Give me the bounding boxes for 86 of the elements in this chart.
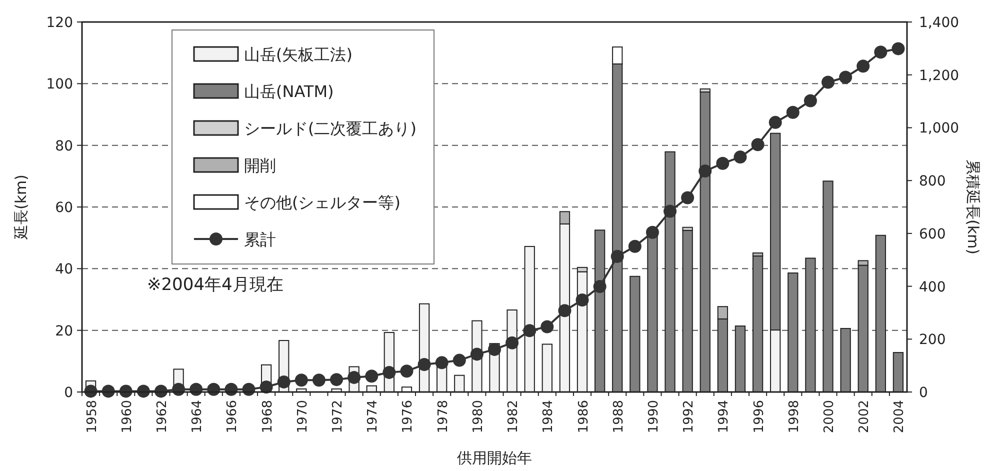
y2-tick-label: 200 <box>919 332 946 348</box>
x-tick-label: 1990 <box>646 400 662 434</box>
legend-label: 山岳(NATM) <box>244 82 334 101</box>
point <box>260 380 273 394</box>
point <box>330 373 344 386</box>
y-tick-label: 80 <box>55 138 73 154</box>
point <box>400 364 414 378</box>
point <box>294 374 308 387</box>
y2-tick-label: 1,000 <box>919 120 960 137</box>
point <box>804 94 817 108</box>
point <box>874 46 888 59</box>
legend-label: その他(シェルター等) <box>244 193 400 212</box>
x-tick-label: 1994 <box>716 400 732 434</box>
x-tick-label: 1992 <box>682 400 697 434</box>
annotation: ※2004年4月現在 <box>147 275 284 295</box>
legend-label: 開削 <box>244 156 276 175</box>
point <box>716 156 730 170</box>
point <box>312 374 326 387</box>
point <box>435 356 448 370</box>
point <box>523 324 536 338</box>
y-tick-label: 120 <box>46 15 73 31</box>
x-tick-label: 1984 <box>541 400 556 434</box>
x-tick-label: 1958 <box>84 400 100 434</box>
point <box>452 354 466 367</box>
x-tick-label: 2000 <box>822 400 838 434</box>
x-tick-label: 2004 <box>892 400 908 434</box>
x-tick-label: 1970 <box>295 400 310 434</box>
point <box>348 370 361 384</box>
point <box>839 70 852 84</box>
x-tick-label: 1974 <box>366 400 381 434</box>
legend-label: 山岳(矢板工法) <box>244 45 352 64</box>
point <box>664 204 677 218</box>
point <box>646 226 659 239</box>
x-tick-label: 1976 <box>400 400 416 434</box>
point <box>418 358 431 372</box>
point <box>365 370 378 383</box>
y-tick-label: 20 <box>55 323 73 340</box>
y2-tick-label: 1,400 <box>919 15 960 31</box>
point <box>822 76 835 89</box>
y-tick-label: 100 <box>46 76 73 93</box>
y-tick-label: 40 <box>55 262 73 278</box>
y2-tick-label: 800 <box>919 174 946 190</box>
x-tick-label: 1986 <box>576 400 592 434</box>
y-axis-title: 延長(km) <box>12 174 30 241</box>
point <box>628 240 642 253</box>
point <box>751 138 764 152</box>
x-tick-label: 1968 <box>260 400 276 434</box>
x-tick-label: 1960 <box>120 400 135 434</box>
point <box>681 191 694 204</box>
point <box>382 366 396 379</box>
x-tick-label: 1980 <box>470 400 486 434</box>
point <box>488 342 501 356</box>
point <box>540 320 554 334</box>
x-tick-label: 1972 <box>330 400 346 434</box>
point <box>768 116 782 129</box>
point <box>786 106 800 119</box>
legend-label: 累計 <box>244 230 276 249</box>
y-tick-label: 0 <box>64 385 73 401</box>
x-tick-label: 1964 <box>190 400 206 434</box>
point <box>610 250 624 263</box>
point <box>698 164 712 178</box>
point <box>576 294 589 307</box>
point <box>892 42 905 56</box>
point <box>734 150 747 164</box>
y2-tick-label: 400 <box>919 279 946 296</box>
point <box>470 348 484 361</box>
x-tick-label: 1998 <box>786 400 802 434</box>
point <box>558 304 572 318</box>
x-tick-label: 1996 <box>752 400 767 434</box>
y-tick-label: 60 <box>55 200 73 216</box>
x-axis-title: 供用開始年 <box>457 449 532 467</box>
x-tick-label: 1988 <box>611 400 626 434</box>
x-tick-label: 1962 <box>154 400 170 434</box>
point <box>506 336 519 350</box>
x-tick-label: 1982 <box>506 400 522 434</box>
legend-label: シールド(二次覆工あり) <box>244 119 416 138</box>
x-tick-label: 1966 <box>225 400 240 434</box>
y2-tick-label: 0 <box>919 385 928 401</box>
x-tick-label: 1978 <box>436 400 451 434</box>
point <box>277 375 290 388</box>
y2-axis-title: 累積延長(km) <box>964 159 982 255</box>
y2-tick-label: 600 <box>919 226 946 242</box>
point <box>593 280 606 294</box>
point <box>856 60 870 73</box>
y2-tick-label: 1,200 <box>919 68 960 84</box>
x-tick-label: 2002 <box>857 400 872 434</box>
